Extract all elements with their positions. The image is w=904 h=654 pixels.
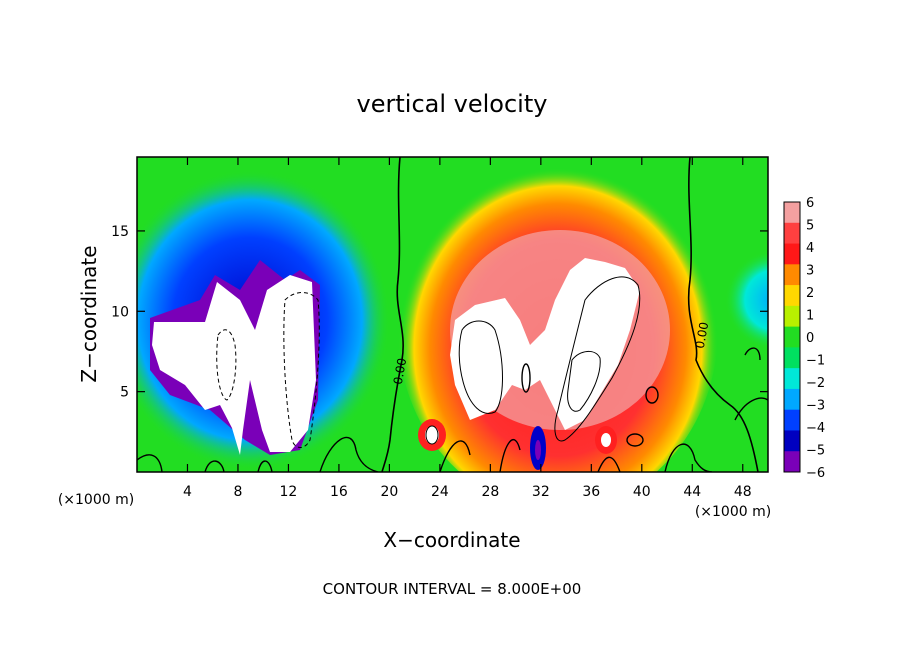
colorbar-label: −4 <box>806 421 825 436</box>
colorbar-frame <box>783 201 801 473</box>
colorbar-swatch <box>784 430 800 452</box>
zero-contour-left <box>381 157 404 472</box>
x-tick-label: 40 <box>633 484 651 500</box>
x-tick-label: 32 <box>532 484 550 500</box>
colorbar-label: −6 <box>806 466 825 481</box>
zero-contour-right <box>687 157 759 472</box>
x-unit-right: (×1000 m) <box>695 504 771 520</box>
low-cell-1-core <box>425 426 439 444</box>
dashed-contour-a <box>283 292 320 448</box>
x-tick-label: 48 <box>734 484 752 500</box>
x-tick-label: 8 <box>233 484 242 500</box>
colorbar-label: −1 <box>806 354 825 369</box>
x-unit-left: (×1000 m) <box>58 492 134 508</box>
x-tick-label: 24 <box>431 484 449 500</box>
colorbar-swatch <box>784 326 800 348</box>
low-downdraft-core <box>535 440 541 460</box>
low-contour-4 <box>645 386 659 404</box>
colorbar-label: 2 <box>806 286 814 301</box>
colorbar-label: −2 <box>806 376 825 391</box>
colorbar-swatch <box>784 202 800 224</box>
colorbar-label: 0 <box>806 331 814 346</box>
colorbar-swatch <box>784 264 800 286</box>
colorbar-swatch <box>784 222 800 245</box>
low-cell-2-core <box>601 433 611 447</box>
colorbar-label: 3 <box>806 264 814 279</box>
colorbar: 6 5 4 3 2 1 0 −1 −2 −3 −4 −5 −6 <box>783 196 825 481</box>
updraft-core-white <box>450 258 640 430</box>
y-tick-label: 15 <box>111 224 129 240</box>
colorbar-label: −3 <box>806 399 825 414</box>
colorbar-swatch <box>784 451 800 473</box>
chart-title: vertical velocity <box>357 90 548 118</box>
colorbar-label: 6 <box>806 196 814 211</box>
solid-contour-c <box>567 351 601 412</box>
low-contour-1 <box>425 425 439 445</box>
x-axis-label: X−coordinate <box>383 528 520 552</box>
contour-label-1: 0.00 <box>693 321 711 350</box>
colorbar-label: 5 <box>806 219 814 234</box>
velocity-field <box>137 157 768 472</box>
x-axis-ticks: 4 8 12 16 20 24 28 32 36 40 44 48 <box>183 157 752 500</box>
contour-interval-note: CONTOUR INTERVAL = 8.000E+00 <box>323 580 582 598</box>
x-tick-label: 4 <box>183 484 192 500</box>
colorbar-swatch <box>784 285 800 307</box>
colorbar-swatch <box>784 347 800 369</box>
solid-contour-b <box>554 276 641 442</box>
y-axis-label: Z−coordinate <box>77 245 101 382</box>
x-tick-label: 12 <box>280 484 298 500</box>
x-tick-label: 36 <box>582 484 600 500</box>
colorbar-swatch <box>784 243 800 265</box>
x-tick-label: 28 <box>481 484 499 500</box>
solid-contour-a <box>458 320 503 414</box>
low-contour-3 <box>626 433 644 447</box>
colorbar-label: 4 <box>806 241 814 256</box>
colorbar-swatch <box>784 305 800 328</box>
y-tick-label: 10 <box>111 304 129 320</box>
colorbar-label: 1 <box>806 309 814 324</box>
colorbar-swatch <box>784 388 800 411</box>
colorbar-swatch <box>784 368 800 390</box>
contours <box>137 157 768 472</box>
cyan-edge-region <box>725 250 768 350</box>
surface-contours <box>137 347 768 472</box>
x-tick-label: 44 <box>683 484 701 500</box>
downdraft-core-white <box>152 275 316 455</box>
contour-label-0: 0.00 <box>391 357 409 386</box>
colorbar-label: −5 <box>806 444 825 459</box>
y-tick-label: 5 <box>120 385 129 401</box>
dashed-contour-b <box>216 329 237 401</box>
low-contour-2 <box>521 363 531 393</box>
plot-frame <box>136 156 769 473</box>
colorbar-swatch <box>784 409 800 431</box>
x-tick-label: 20 <box>380 484 398 500</box>
y-axis-ticks: 5 10 15 <box>111 224 768 401</box>
x-tick-label: 16 <box>330 484 348 500</box>
